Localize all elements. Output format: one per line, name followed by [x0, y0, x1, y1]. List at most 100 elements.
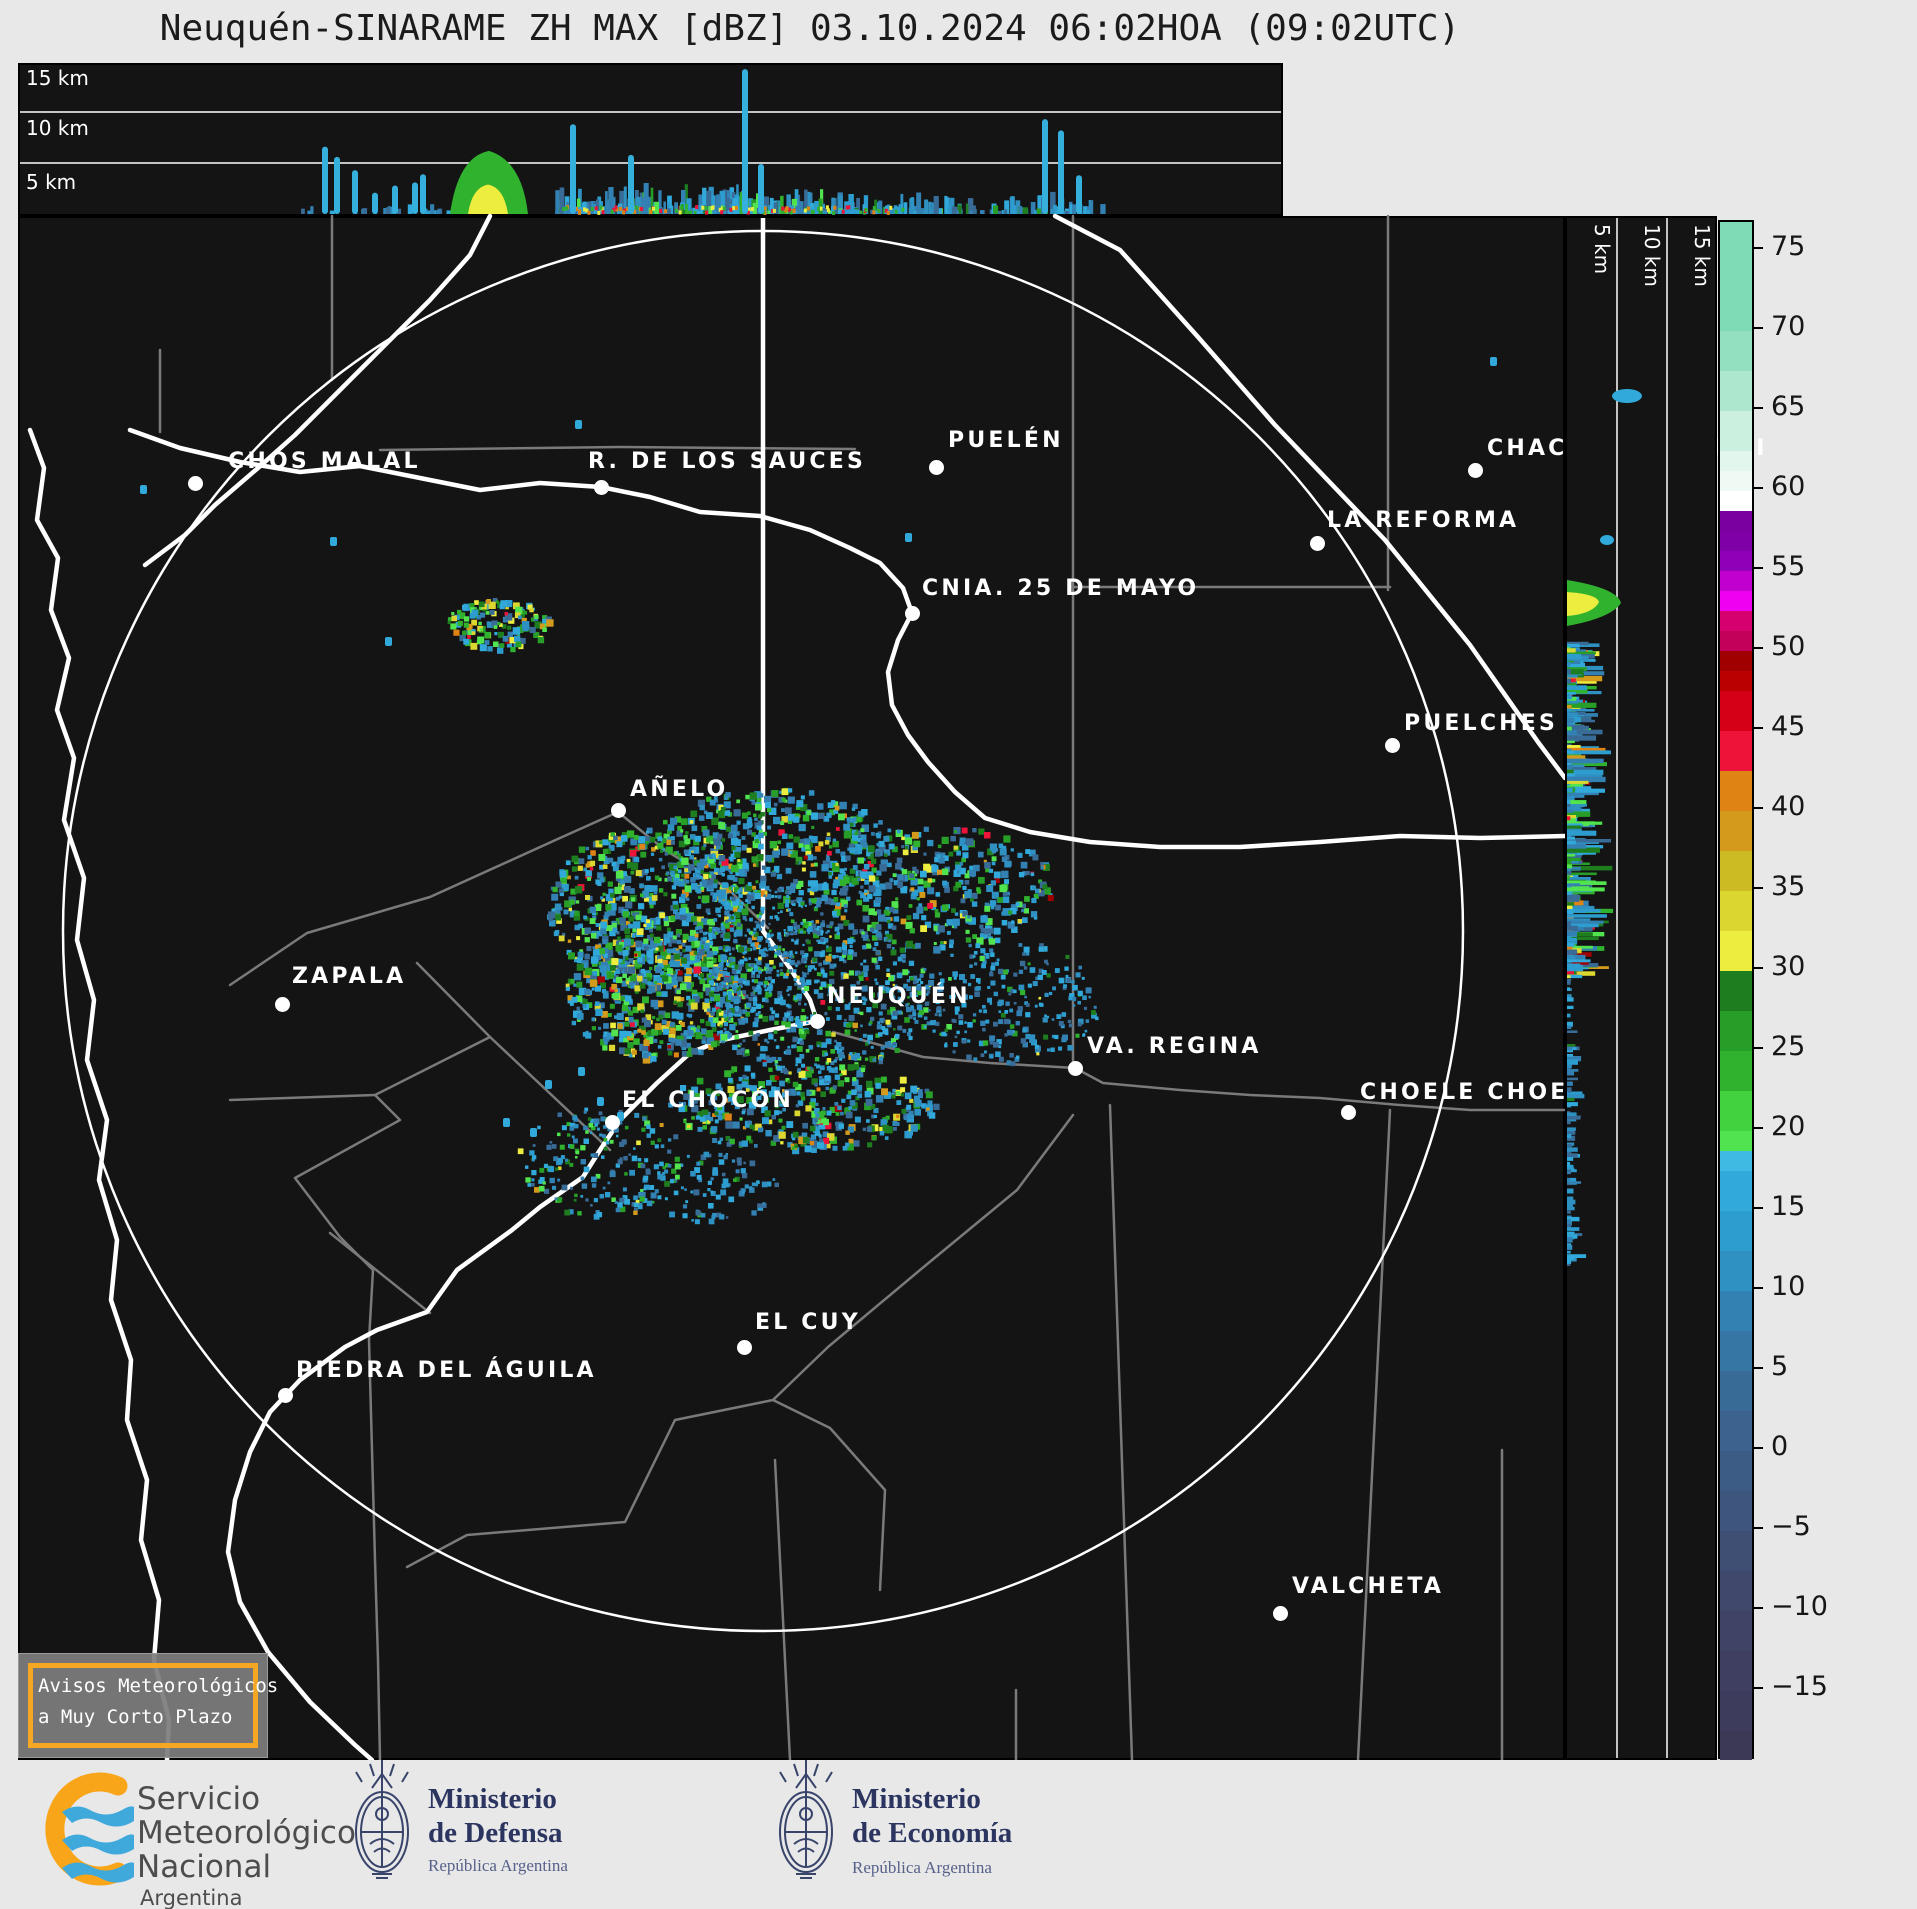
cross-section-clutter — [729, 207, 733, 212]
radar-echo — [725, 1098, 730, 1103]
cross-section-echo — [875, 202, 879, 214]
radar-echo — [580, 1195, 584, 1198]
cross-section-echo — [831, 205, 834, 214]
radar-echo — [479, 644, 487, 652]
radar-echo — [788, 1016, 794, 1022]
radar-echo — [667, 968, 673, 974]
radar-echo — [1002, 908, 1010, 916]
radar-echo — [882, 1028, 889, 1035]
radar-echo — [796, 993, 802, 1000]
radar-echo — [640, 1009, 645, 1014]
radar-echo — [674, 1163, 681, 1170]
radar-echo — [999, 884, 1007, 893]
radar-echo — [908, 1014, 913, 1019]
radar-echo — [876, 842, 880, 847]
radar-echo — [680, 962, 686, 968]
radar-echo — [780, 969, 783, 972]
radar-echo — [708, 1100, 714, 1106]
radar-echo — [718, 914, 721, 918]
radar-echo — [773, 1135, 780, 1142]
radar-echo — [642, 1116, 647, 1121]
radar-echo — [990, 905, 995, 910]
radar-echo — [760, 1089, 767, 1096]
radar-echo — [693, 839, 700, 846]
cross-section-echo — [430, 204, 435, 214]
radar-echo — [699, 875, 703, 880]
radar-echo — [767, 807, 772, 813]
radar-echo — [471, 631, 476, 635]
cross-section-echo — [667, 202, 671, 214]
radar-echo — [586, 1002, 593, 1008]
radar-echo — [748, 1101, 757, 1110]
cross-section-echo — [957, 204, 962, 214]
radar-echo — [633, 1210, 638, 1215]
radar-echo — [829, 970, 835, 976]
radar-echo — [778, 1131, 786, 1139]
radar-echo — [584, 927, 591, 934]
radar-echo — [823, 816, 830, 822]
radar-echo — [1010, 1061, 1016, 1067]
radar-echo — [889, 991, 894, 996]
radar-echo — [796, 884, 801, 890]
radar-echo — [847, 1126, 854, 1133]
radar-echo — [769, 967, 773, 971]
radar-echo — [766, 1041, 770, 1044]
radar-echo — [602, 1045, 608, 1051]
radar-echo — [985, 918, 993, 926]
radar-echo — [724, 1113, 732, 1121]
radar-echo — [611, 1029, 619, 1037]
radar-echo — [842, 885, 849, 892]
radar-echo — [846, 1094, 852, 1100]
radar-echo — [591, 1017, 596, 1022]
radar-echo — [760, 875, 767, 882]
radar-echo — [995, 904, 1001, 911]
cross-section-echo — [693, 210, 697, 214]
radar-echo — [911, 889, 919, 897]
radar-echo — [670, 836, 675, 841]
radar-echo — [669, 979, 675, 984]
cross-section-echo — [1004, 200, 1010, 214]
radar-echo — [655, 832, 662, 839]
radar-echo — [589, 918, 596, 924]
cross-section-echo — [446, 210, 451, 214]
radar-echo — [600, 982, 607, 989]
radar-echo — [667, 931, 674, 938]
radar-echo — [743, 1076, 749, 1082]
radar-echo — [616, 1134, 619, 1138]
radar-echo — [761, 1181, 768, 1188]
radar-echo — [870, 1045, 874, 1049]
radar-echo — [657, 955, 662, 960]
radar-echo — [1010, 989, 1015, 994]
radar-echo — [814, 1119, 818, 1123]
radar-echo — [907, 996, 910, 999]
right-cross-section-echo — [1567, 873, 1579, 878]
radar-echo — [1091, 1012, 1097, 1019]
radar-echo — [886, 968, 890, 972]
radar-echo — [885, 1126, 893, 1134]
radar-echo — [948, 977, 952, 981]
radar-echo — [938, 992, 942, 997]
cross-section-echo — [711, 195, 716, 214]
radar-echo — [722, 931, 726, 935]
radar-echo — [989, 926, 993, 930]
radar-echo — [691, 916, 697, 922]
radar-echo — [926, 1107, 930, 1112]
radar-echo — [989, 1035, 996, 1042]
radar-echo — [924, 1025, 927, 1029]
radar-echo — [489, 609, 495, 615]
radar-echo — [718, 997, 726, 1004]
radar-echo — [567, 875, 571, 880]
radar-echo — [700, 1028, 707, 1034]
radar-echo — [1042, 863, 1050, 871]
radar-echo — [797, 1022, 803, 1029]
cross-section-echo — [912, 210, 918, 214]
right-cross-section-echo — [1567, 960, 1589, 965]
radar-echo — [777, 932, 781, 937]
radar-echo — [677, 869, 682, 874]
radar-echo — [924, 1016, 928, 1020]
radar-echo — [1084, 1029, 1088, 1033]
radar-echo — [757, 936, 762, 941]
radar-echo — [872, 911, 877, 916]
cross-section-echo — [669, 205, 674, 214]
radar-echo — [738, 870, 745, 877]
